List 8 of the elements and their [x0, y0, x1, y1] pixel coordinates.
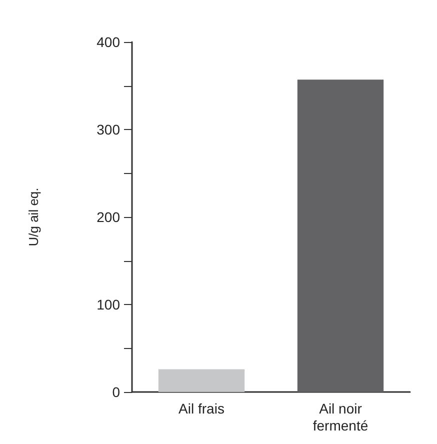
x-tick-label: Ail frais	[178, 400, 224, 416]
y-tick-label: 0	[112, 384, 120, 400]
y-axis-title: U/g ail eq.	[26, 188, 41, 246]
y-tick-label: 200	[96, 209, 120, 225]
y-tick-label: 100	[96, 296, 120, 312]
x-tick-label: Ail noir fermenté	[312, 400, 368, 434]
y-tick-label: 400	[96, 34, 120, 50]
y-tick-label: 300	[96, 122, 120, 138]
